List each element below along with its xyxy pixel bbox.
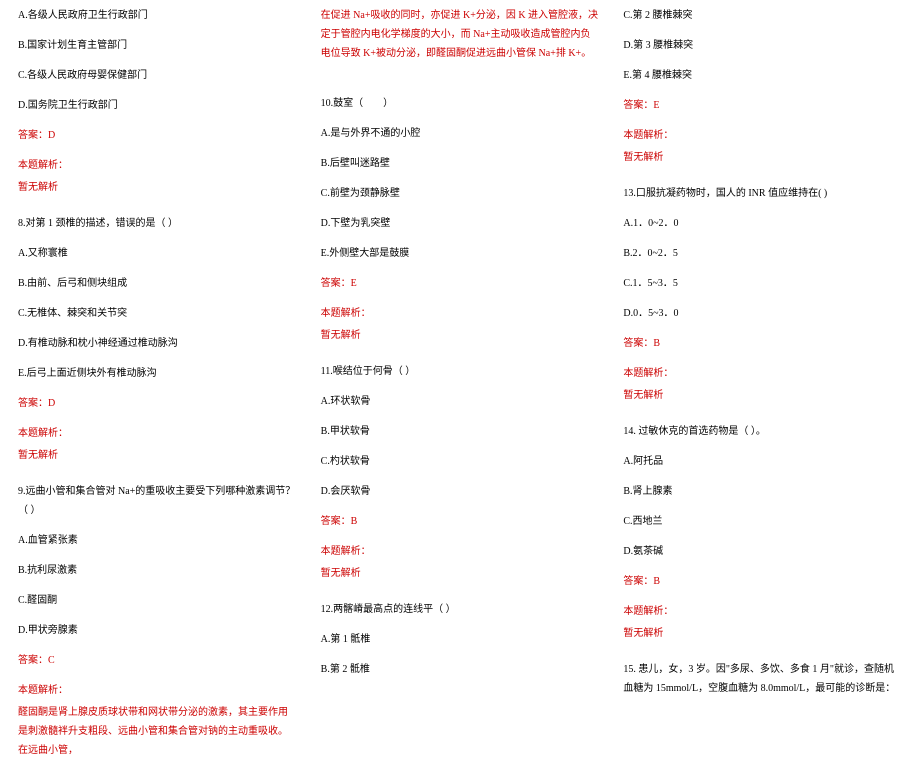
q12-analysis-label: 本题解析： [623,126,902,145]
q14-analysis-label: 本题解析： [623,602,902,621]
q9-answer: 答案：C [18,651,297,670]
q8-option-b: B.由前、后弓和侧块组成 [18,274,297,293]
q8-option-c: C.无椎体、棘突和关节突 [18,304,297,323]
q8-option-a: A.又称寰椎 [18,244,297,263]
q13-answer: 答案：B [623,334,902,353]
q8-option-d: D.有椎动脉和枕小神经通过椎动脉沟 [18,334,297,353]
column-2: 在促进 Na+吸收的同时，亦促进 K+分泌，因 K 进入管腔液，决定于管腔内电化… [321,6,600,763]
q13-option-b: B.2．0~2．5 [623,244,902,263]
q9-option-c: C.醛固酮 [18,591,297,610]
q13-option-d: D.0．5~3．0 [623,304,902,323]
q9-option-b: B.抗利尿激素 [18,561,297,580]
q12-stem: 12.两髂嵴最高点的连线平（ ） [321,600,600,619]
q10-stem: 10.鼓室（ ） [321,94,600,113]
q15-stem: 15. 患儿，女，3 岁。因"多尿、多饮、多食 1 月"就诊，查随机血糖为 15… [623,660,902,698]
q10-analysis-label: 本题解析： [321,304,600,323]
q8-answer: 答案：D [18,394,297,413]
q12-option-b: B.第 2 骶椎 [321,660,600,679]
q12-option-a: A.第 1 骶椎 [321,630,600,649]
q13-analysis-label: 本题解析： [623,364,902,383]
q9-analysis-label: 本题解析： [18,681,297,700]
q13-option-c: C.1．5~3．5 [623,274,902,293]
q13-stem: 13.口服抗凝药物时，国人的 INR 值应维持在( ) [623,184,902,203]
q14-option-b: B.肾上腺素 [623,482,902,501]
q7-option-b: B.国家计划生育主管部门 [18,36,297,55]
q7-option-c: C.各级人民政府母婴保健部门 [18,66,297,85]
q10-option-a: A.是与外界不通的小腔 [321,124,600,143]
q10-option-b: B.后壁叫迷路壁 [321,154,600,173]
q7-answer: 答案：D [18,126,297,145]
exam-page: A.各级人民政府卫生行政部门 B.国家计划生育主管部门 C.各级人民政府母婴保健… [0,0,920,769]
column-3: C.第 2 腰椎棘突 D.第 3 腰椎棘突 E.第 4 腰椎棘突 答案：E 本题… [623,6,902,763]
q11-analysis-label: 本题解析： [321,542,600,561]
q10-option-d: D.下壁为乳突壁 [321,214,600,233]
q8-analysis-label: 本题解析： [18,424,297,443]
q9-explain-part2: 在促进 Na+吸收的同时，亦促进 K+分泌，因 K 进入管腔液，决定于管腔内电化… [321,6,600,63]
q9-stem: 9.远曲小管和集合管对 Na+的重吸收主要受下列哪种激素调节？（ ） [18,482,297,520]
q11-answer: 答案：B [321,512,600,531]
q14-analysis-none: 暂无解析 [623,624,902,643]
q12-answer: 答案：E [623,96,902,115]
q7-option-a: A.各级人民政府卫生行政部门 [18,6,297,25]
q7-analysis-none: 暂无解析 [18,178,297,197]
q10-option-e: E.外侧壁大部是鼓膜 [321,244,600,263]
q8-stem: 8.对第 1 颈椎的描述，错误的是（ ） [18,214,297,233]
q10-option-c: C.前壁为颈静脉壁 [321,184,600,203]
q14-option-a: A.阿托品 [623,452,902,471]
q11-option-d: D.会厌软骨 [321,482,600,501]
q10-analysis-none: 暂无解析 [321,326,600,345]
q12-analysis-none: 暂无解析 [623,148,902,167]
q14-answer: 答案：B [623,572,902,591]
column-1: A.各级人民政府卫生行政部门 B.国家计划生育主管部门 C.各级人民政府母婴保健… [18,6,297,763]
q12-option-c: C.第 2 腰椎棘突 [623,6,902,25]
q11-option-a: A.环状软骨 [321,392,600,411]
q9-explain-part1: 醛固酮是肾上腺皮质球状带和网状带分泌的激素，其主要作用是刺激髓袢升支粗段、远曲小… [18,703,297,760]
q11-option-c: C.杓状软骨 [321,452,600,471]
q11-option-b: B.甲状软骨 [321,422,600,441]
q9-option-a: A.血管紧张素 [18,531,297,550]
q9-option-d: D.甲状旁腺素 [18,621,297,640]
q11-analysis-none: 暂无解析 [321,564,600,583]
q11-stem: 11.喉结位于何骨（ ） [321,362,600,381]
q14-option-d: D.氨茶碱 [623,542,902,561]
q8-option-e: E.后弓上面近侧块外有椎动脉沟 [18,364,297,383]
q7-option-d: D.国务院卫生行政部门 [18,96,297,115]
q8-analysis-none: 暂无解析 [18,446,297,465]
q14-stem: 14. 过敏休克的首选药物是（ ）。 [623,422,902,441]
q14-option-c: C.西地兰 [623,512,902,531]
q10-answer: 答案：E [321,274,600,293]
q12-option-e: E.第 4 腰椎棘突 [623,66,902,85]
q13-option-a: A.1．0~2．0 [623,214,902,233]
q12-option-d: D.第 3 腰椎棘突 [623,36,902,55]
q13-analysis-none: 暂无解析 [623,386,902,405]
q7-analysis-label: 本题解析： [18,156,297,175]
